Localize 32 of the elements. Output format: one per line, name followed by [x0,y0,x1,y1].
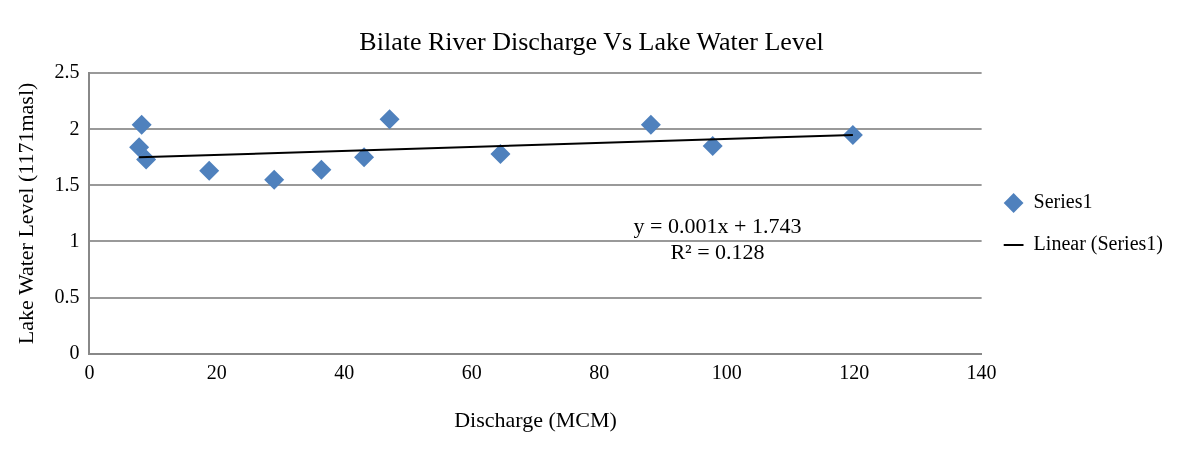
chart-title: Bilate River Discharge Vs Lake Water Level [359,27,824,57]
point [264,169,285,190]
x-axis-title: Discharge (MCM) [454,406,617,432]
x-tick-label: 80 [589,360,610,383]
annotation: R² = 0.128 [670,239,765,265]
x-tick-label: 60 [461,360,482,383]
x-tick-label: 20 [206,360,227,383]
point [640,114,661,135]
x-tick-label: 140 [966,360,997,383]
y-tick-label: 1.5 [54,172,80,195]
y-tick-label: 2.5 [54,60,80,83]
x-tick-label: 120 [839,360,870,383]
point [311,159,332,180]
point [490,143,511,164]
legend-label: Linear (Series1) [1033,232,1164,256]
y-tick-label: 0.5 [54,284,80,307]
x-tick-label: 40 [334,360,355,383]
x-tick-label: 0 [84,360,95,383]
point [702,136,723,157]
point [842,124,863,145]
legend-label: Series1 [1033,190,1093,213]
x-tick-label: 100 [711,360,742,383]
annotation: y = 0.001x + 1.743 [633,213,802,239]
point [129,137,150,158]
y-axis-title: Lake Water Level (1171masl) [12,82,38,345]
point [199,160,220,181]
y-tick-label: 0 [69,340,80,363]
point [131,114,152,135]
point [354,147,375,168]
y-tick-label: 1 [69,228,80,251]
point [379,109,400,130]
y-tick-label: 2 [69,116,80,139]
